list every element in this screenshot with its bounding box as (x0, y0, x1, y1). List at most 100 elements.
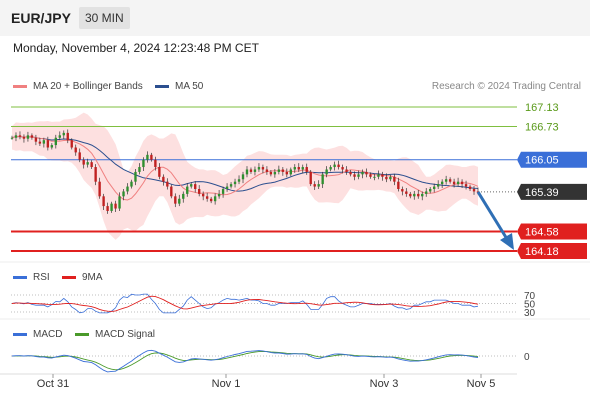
rsi-ma-legend-swatch (62, 276, 76, 279)
candle (353, 174, 356, 177)
candle (452, 181, 456, 185)
candle (337, 164, 340, 168)
candle (341, 167, 344, 170)
candle (281, 169, 285, 172)
candle (409, 193, 412, 197)
candle (122, 191, 125, 197)
candle (301, 167, 304, 170)
instrument-title: EUR/JPY (11, 10, 71, 26)
candle (178, 198, 181, 204)
candle (369, 174, 372, 177)
ma50-line (11, 135, 479, 192)
candle (345, 169, 348, 172)
rsi-legend-label: RSI (33, 272, 50, 283)
candle (209, 198, 213, 202)
candle (174, 196, 177, 204)
rsi-ma-legend-label: 9MA (82, 272, 103, 283)
candle (245, 169, 249, 175)
candle (142, 159, 145, 168)
candle (436, 184, 440, 187)
candle (417, 193, 420, 197)
candle (114, 203, 117, 209)
macd-legend-label: MACD (33, 329, 63, 340)
candle (405, 191, 408, 194)
candle (249, 169, 253, 172)
candle (154, 159, 157, 168)
candle (194, 184, 197, 190)
candle (54, 137, 57, 146)
candle (18, 135, 22, 137)
candle (170, 186, 173, 197)
header-bar: EUR/JPY 30 MIN (0, 0, 590, 36)
candle (182, 193, 185, 199)
candle (393, 176, 396, 182)
candle (464, 184, 468, 187)
macd-signal-line (11, 350, 479, 371)
rsi-level-label: 30 (524, 308, 536, 319)
candle (14, 135, 18, 138)
support-price-tag (517, 243, 587, 259)
support-price-label: 164.18 (525, 246, 559, 258)
rsi-line (11, 293, 479, 314)
candle (229, 184, 233, 187)
rsi-legend-swatch (13, 276, 27, 279)
macd-signal-legend-label: MACD Signal (95, 329, 156, 340)
timeframe-badge[interactable]: 30 MIN (79, 7, 130, 29)
rsi-level-label: 70 (524, 291, 536, 302)
candle (26, 135, 30, 139)
bollinger-band (12, 112, 478, 240)
ma20-line (11, 135, 479, 201)
candle (468, 186, 472, 190)
research-credit: Research © 2024 Trading Central (431, 81, 581, 92)
candle (213, 196, 217, 202)
candle (201, 193, 205, 197)
candle (118, 196, 121, 209)
candle (186, 186, 189, 194)
macd-line (11, 349, 479, 373)
candle (460, 181, 464, 185)
candle (357, 174, 360, 177)
resistance-label: 167.13 (525, 102, 559, 114)
candle (425, 191, 428, 194)
candle (225, 186, 229, 190)
support-price-label: 164.58 (525, 226, 559, 238)
rsi-level-label: 50 (524, 300, 536, 311)
candle (401, 189, 404, 192)
candle (309, 171, 312, 185)
candle (269, 171, 273, 175)
candle (440, 181, 444, 185)
timestamp: Monday, November 4, 2024 12:23:48 PM CET (13, 41, 259, 55)
candle (94, 167, 97, 182)
pivot-price-label: 166.05 (525, 155, 559, 167)
candle (277, 169, 281, 172)
ma20-legend-label: MA 20 + Bollinger Bands (33, 81, 143, 92)
candle (10, 137, 14, 139)
candle (433, 186, 436, 190)
x-tick-label: Nov 3 (370, 378, 399, 390)
candle (321, 174, 324, 185)
candle (217, 193, 221, 197)
candle (293, 167, 296, 170)
rsi-ma-line (11, 295, 479, 312)
x-tick-label: Oct 31 (37, 378, 69, 390)
candle (313, 184, 316, 187)
candle (365, 171, 368, 175)
candle (78, 152, 81, 160)
candle (385, 176, 388, 180)
candle (162, 176, 165, 182)
candle (297, 167, 300, 170)
candle (90, 162, 93, 168)
candle (377, 174, 380, 177)
candle (233, 181, 237, 185)
candle (58, 135, 61, 138)
candle (257, 167, 261, 170)
candle (130, 181, 133, 187)
candle (389, 176, 392, 180)
resistance-label: 166.73 (525, 122, 559, 134)
candle (42, 140, 46, 144)
candle (102, 196, 105, 207)
current-price-tag (517, 183, 587, 200)
candle (325, 169, 328, 175)
candle (421, 193, 424, 197)
